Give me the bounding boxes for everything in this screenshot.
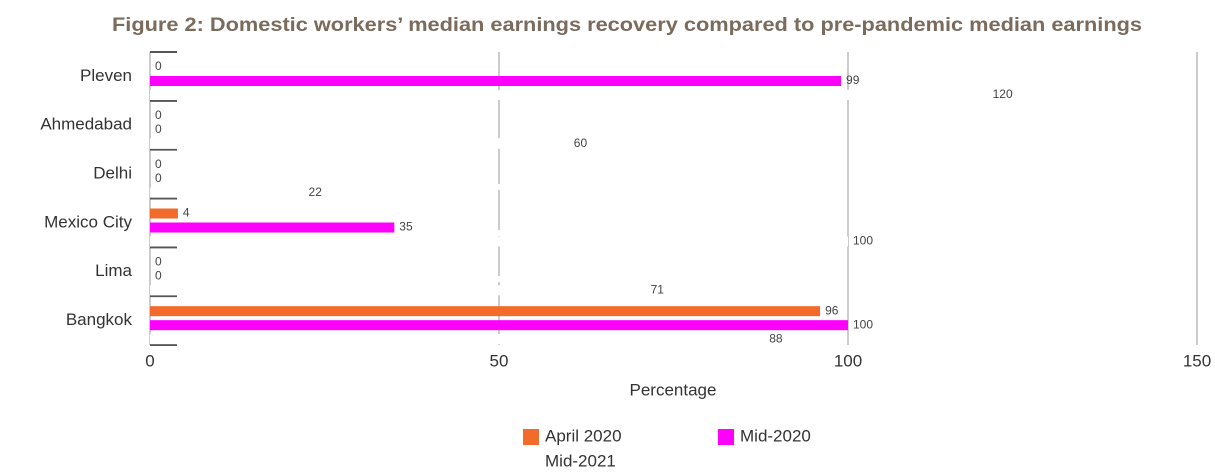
data-label: 96 [825,303,839,317]
data-label: 0 [155,157,162,171]
x-axis-label: Percentage [630,380,717,399]
data-label: 0 [155,108,162,122]
bar [150,90,988,100]
data-label: 0 [155,59,162,73]
chart-title: Figure 2: Domestic workers’ median earni… [112,15,1142,36]
bar [150,334,765,345]
x-tick-label: 100 [834,351,862,370]
bar [150,236,848,247]
y-tick-label: Ahmedabad [40,115,132,134]
bar [150,187,304,198]
bar [150,138,569,149]
data-label: 71 [651,283,665,297]
bar [150,320,848,331]
y-tick-label: Pleven [80,66,132,85]
bar [150,222,395,233]
data-label: 4 [183,206,190,220]
data-label: 100 [853,317,873,331]
legend-label: Mid-2020 [740,426,811,445]
legend-label: April 2020 [545,426,622,445]
legend-swatch [523,429,539,445]
y-tick-label: Mexico City [44,212,132,231]
data-label: 35 [399,220,413,234]
x-tick-label: 50 [490,351,509,370]
bar [150,306,821,317]
bar [150,285,646,296]
data-label: 88 [769,331,783,345]
x-tick-label: 150 [1183,351,1211,370]
data-label: 0 [155,171,162,185]
x-tick-label: 0 [145,351,154,370]
legend-swatch [523,454,539,470]
data-label: 0 [155,269,162,283]
y-tick-label: Delhi [93,164,132,183]
data-label: 99 [846,73,860,87]
data-label: 120 [993,87,1013,101]
data-label: 60 [574,136,588,150]
y-tick-label: Bangkok [66,310,133,329]
data-label: 0 [155,255,162,269]
data-label: 0 [155,122,162,136]
bar [150,76,842,86]
bar [150,208,178,219]
y-tick-label: Lima [95,261,132,280]
data-label: 100 [853,234,873,248]
data-label: 22 [309,185,323,199]
legend-label: Mid-2021 [545,451,616,470]
legend-swatch [718,429,734,445]
